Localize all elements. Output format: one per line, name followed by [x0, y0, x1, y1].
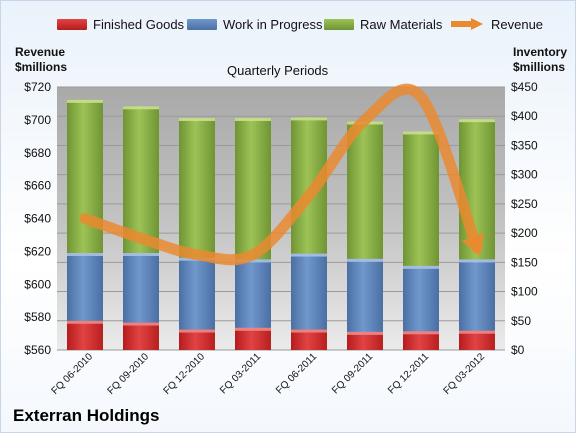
left-tick-label: $600 [24, 277, 51, 291]
bar-work-in-progress [67, 252, 103, 321]
bar-cap [235, 259, 271, 263]
bar-cap [235, 117, 271, 121]
legend-label-work-in-progress: Work in Progress [223, 16, 323, 32]
bar-raw-materials [179, 117, 215, 258]
legend-swatch-raw-materials [324, 18, 354, 30]
left-tick-label: $580 [24, 310, 51, 324]
revenue-arrowhead [461, 232, 485, 256]
bar-work-in-progress [235, 259, 271, 328]
right-tick-label: $400 [511, 109, 538, 123]
right-tick-label: $450 [511, 80, 538, 94]
bar-cap [123, 322, 159, 326]
right-tick-label: $50 [511, 314, 531, 328]
right-axis-title: Inventory $millions [513, 45, 567, 75]
x-axis-ticks: FQ 06-2010 FQ 09-2010 FQ 12-2010 FQ 03-2011… [50, 351, 488, 397]
bar-cap [347, 258, 383, 262]
legend-revenue: Revenue [449, 14, 543, 34]
bar-work-in-progress [291, 253, 327, 330]
right-tick-label: $100 [511, 285, 538, 299]
bar-finished-goods [179, 329, 215, 350]
bar-cap [291, 117, 327, 121]
x-tick-label: FQ 06-2010 [50, 351, 96, 397]
bar-finished-goods [347, 331, 383, 350]
right-tick-label: $350 [511, 138, 538, 152]
bar-cap [347, 331, 383, 335]
left-axis-title-line2: $millions [15, 60, 68, 74]
legend-label-revenue: Revenue [491, 16, 544, 32]
bar-cap [459, 259, 495, 263]
bar-raw-materials [403, 131, 439, 266]
x-tick-label: FQ 09-2011 [330, 351, 375, 396]
left-tick-label: $660 [24, 179, 51, 193]
left-tick-label: $560 [24, 343, 51, 357]
bar-cap [123, 106, 159, 110]
left-axis-ticks: $560 $580 $600 $620 $640 $660 $680 $700 $720 [24, 80, 51, 357]
right-tick-label: $150 [511, 255, 538, 269]
legend-arrow-icon [451, 18, 483, 30]
plot-title: Quarterly Periods [227, 63, 329, 78]
bar-raw-materials [235, 117, 271, 260]
bar-cap [459, 330, 495, 334]
right-axis-title-line1: Inventory [513, 45, 568, 59]
bar-cap [123, 252, 159, 256]
x-tick-label: FQ 03-2012 [442, 351, 488, 397]
legend-work-in-progress: Work in Progress [187, 14, 322, 34]
bar-cap [403, 331, 439, 335]
bar-cap [67, 252, 103, 256]
revenue-line-group [79, 83, 485, 266]
bar-cap [459, 119, 495, 123]
bar-finished-goods [459, 330, 495, 350]
legend-label-finished-goods: Finished Goods [93, 16, 185, 32]
left-tick-label: $640 [24, 212, 51, 226]
x-tick-label: FQ 09-2010 [106, 351, 152, 397]
x-tick-label: FQ 03-2011 [218, 351, 263, 396]
right-axis-title-line2: $millions [513, 60, 566, 74]
bar-work-in-progress [123, 252, 159, 323]
bar-cap [291, 253, 327, 257]
bar-cap [403, 131, 439, 135]
bar-finished-goods [235, 327, 271, 350]
legend-label-raw-materials: Raw Materials [360, 16, 443, 32]
x-tick-label: FQ 06-2011 [274, 351, 319, 396]
left-tick-label: $680 [24, 146, 51, 160]
right-tick-label: $250 [511, 197, 538, 211]
bar-cap [235, 327, 271, 331]
left-tick-label: $700 [24, 113, 51, 127]
company-name: Exterran Holdings [13, 406, 160, 425]
bar-work-in-progress [459, 259, 495, 331]
right-tick-label: $300 [511, 168, 538, 182]
bar-work-in-progress [179, 257, 215, 330]
legend-finished-goods: Finished Goods [57, 14, 184, 34]
right-tick-label: $200 [511, 226, 538, 240]
bar-finished-goods [123, 322, 159, 350]
revenue-line [79, 83, 483, 266]
bar-finished-goods [291, 329, 327, 350]
bar-work-in-progress [403, 265, 439, 332]
right-axis-ticks: $0 $50 $100 $150 $200 $250 $300 $350 $400 $450 [511, 80, 538, 357]
bar-cap [67, 99, 103, 103]
left-tick-label: $620 [24, 244, 51, 258]
bar-cap [67, 320, 103, 324]
x-tick-label: FQ 12-2011 [386, 351, 431, 396]
bar-raw-materials [347, 121, 383, 259]
legend-raw-materials: Raw Materials [324, 14, 442, 34]
x-tick-label: FQ 12-2010 [162, 351, 208, 397]
legend-swatch-work-in-progress [187, 18, 217, 30]
bar-work-in-progress [347, 258, 383, 332]
bar-cap [179, 329, 215, 333]
bar-cap [179, 117, 215, 121]
left-tick-label: $720 [24, 80, 51, 94]
bar-raw-materials [67, 99, 103, 253]
legend-swatch-finished-goods [57, 18, 87, 30]
right-tick-label: $0 [511, 343, 525, 357]
left-axis-title-line1: Revenue [15, 45, 66, 59]
bar-cap [403, 265, 439, 269]
left-axis-title: Revenue $millions [15, 45, 67, 75]
bar-finished-goods [403, 331, 439, 350]
bar-finished-goods [67, 320, 103, 350]
bar-cap [291, 329, 327, 333]
